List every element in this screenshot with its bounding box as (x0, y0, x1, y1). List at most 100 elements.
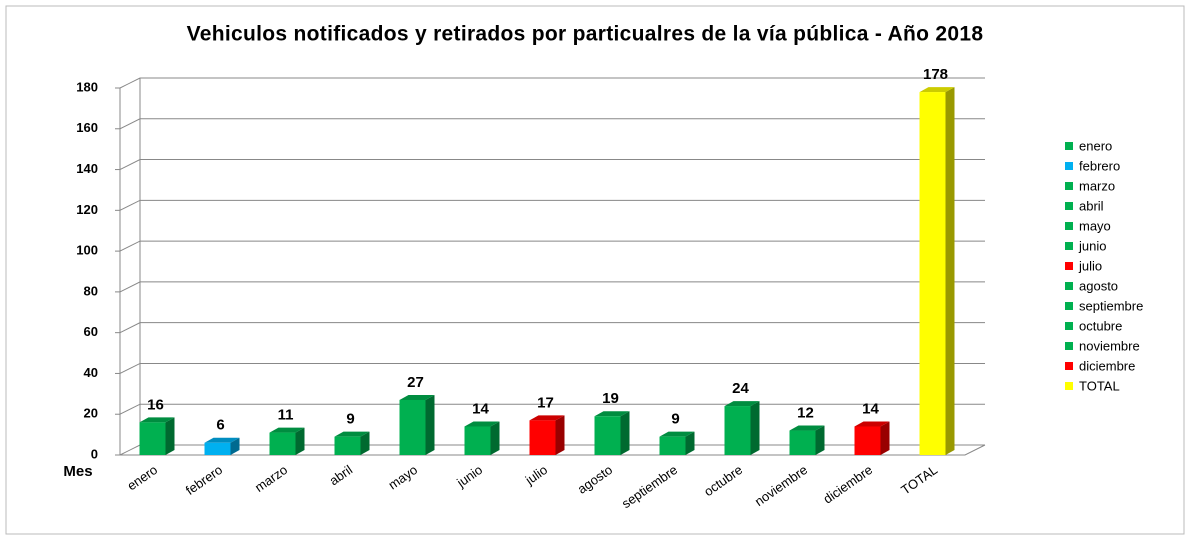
data-label: 27 (407, 374, 424, 391)
legend-label: julio (1078, 258, 1102, 273)
bar-top (724, 401, 760, 407)
bar-front (464, 426, 491, 455)
bar-side (555, 415, 565, 455)
legend-swatch (1065, 302, 1073, 310)
grid-line (119, 199, 985, 211)
grid-line (119, 118, 985, 130)
legend-swatch (1065, 182, 1073, 190)
bar-side (750, 401, 760, 455)
y-tick-label: 100 (76, 243, 98, 258)
legend-label: marzo (1079, 178, 1115, 193)
bar (854, 421, 890, 455)
bar (269, 427, 305, 455)
y-tick-label: 60 (84, 324, 98, 339)
legend-label: septiembre (1079, 298, 1143, 313)
bar-front (659, 436, 686, 455)
legend-swatch (1065, 362, 1073, 370)
legend-swatch (1065, 142, 1073, 150)
bar-front (724, 406, 751, 455)
y-tick-label: 160 (76, 120, 98, 135)
data-label: 9 (671, 411, 679, 428)
data-label: 11 (278, 407, 294, 424)
grid-line (119, 281, 985, 293)
bar (139, 417, 175, 455)
legend-swatch (1065, 222, 1073, 230)
legend-swatch (1065, 322, 1073, 330)
bar-side (165, 417, 175, 455)
y-tick-label: 80 (84, 283, 98, 298)
legend-swatch (1065, 382, 1073, 390)
legend-label: diciembre (1079, 358, 1135, 373)
bar-front (399, 399, 426, 455)
x-axis-label: Mes (63, 463, 92, 480)
y-tick-label: 180 (76, 79, 98, 94)
bar (789, 425, 825, 455)
bar-side (620, 411, 630, 455)
bar (594, 411, 630, 455)
data-label: 14 (862, 400, 879, 417)
bar-top (334, 431, 370, 437)
data-label: 6 (216, 417, 224, 434)
bar-side (360, 431, 370, 455)
bar (399, 394, 435, 455)
bar-top (789, 425, 825, 431)
bar-side (880, 421, 890, 455)
y-tick-label: 0 (91, 446, 98, 461)
legend-label: octubre (1079, 318, 1122, 333)
bar (464, 421, 500, 455)
bar-side (815, 425, 825, 455)
grid-line (119, 403, 985, 415)
bar-top (854, 421, 890, 427)
chart-title: Vehiculos notificados y retirados por pa… (187, 23, 984, 46)
bar-top (269, 427, 305, 433)
bar-side (425, 394, 435, 455)
bar-front (139, 422, 166, 455)
bar (334, 431, 370, 455)
grid-line (119, 77, 985, 89)
grid-line (119, 362, 985, 374)
bar-front (789, 430, 816, 455)
bar-top (659, 431, 695, 437)
data-label: 12 (797, 405, 814, 422)
bar (529, 415, 565, 455)
bar (659, 431, 695, 455)
bar (919, 87, 955, 456)
bar-side (685, 431, 695, 455)
bar (724, 401, 760, 455)
data-label: 14 (472, 400, 489, 417)
data-label: 17 (537, 394, 554, 411)
legend-label: enero (1079, 138, 1112, 153)
y-tick-label: 20 (84, 406, 98, 421)
bar-top (399, 394, 435, 400)
y-tick-label: 140 (76, 161, 98, 176)
bar-top (464, 421, 500, 427)
bar-side (945, 87, 955, 456)
grid-line (119, 159, 985, 171)
bar-top (594, 411, 630, 417)
bar-front (854, 426, 881, 455)
bar-front (919, 92, 946, 456)
bar-side (490, 421, 500, 455)
data-label: 178 (923, 66, 948, 83)
bar-side (295, 427, 305, 455)
bar-side (230, 437, 240, 455)
legend-label: junio (1078, 238, 1106, 253)
legend-swatch (1065, 262, 1073, 270)
grid-line (119, 322, 985, 334)
bar-front (269, 432, 296, 455)
legend-swatch (1065, 282, 1073, 290)
bar-top (919, 87, 955, 93)
bar-front (594, 416, 621, 455)
bar-top (204, 437, 240, 443)
data-label: 19 (602, 390, 619, 407)
bar-top (139, 417, 175, 423)
bar-front (334, 436, 361, 455)
bar-front (529, 420, 556, 455)
grid-line (119, 240, 985, 252)
y-tick-label: 40 (84, 365, 98, 380)
legend-swatch (1065, 242, 1073, 250)
legend-label: abril (1079, 198, 1104, 213)
data-label: 9 (346, 411, 354, 428)
legend-swatch (1065, 202, 1073, 210)
